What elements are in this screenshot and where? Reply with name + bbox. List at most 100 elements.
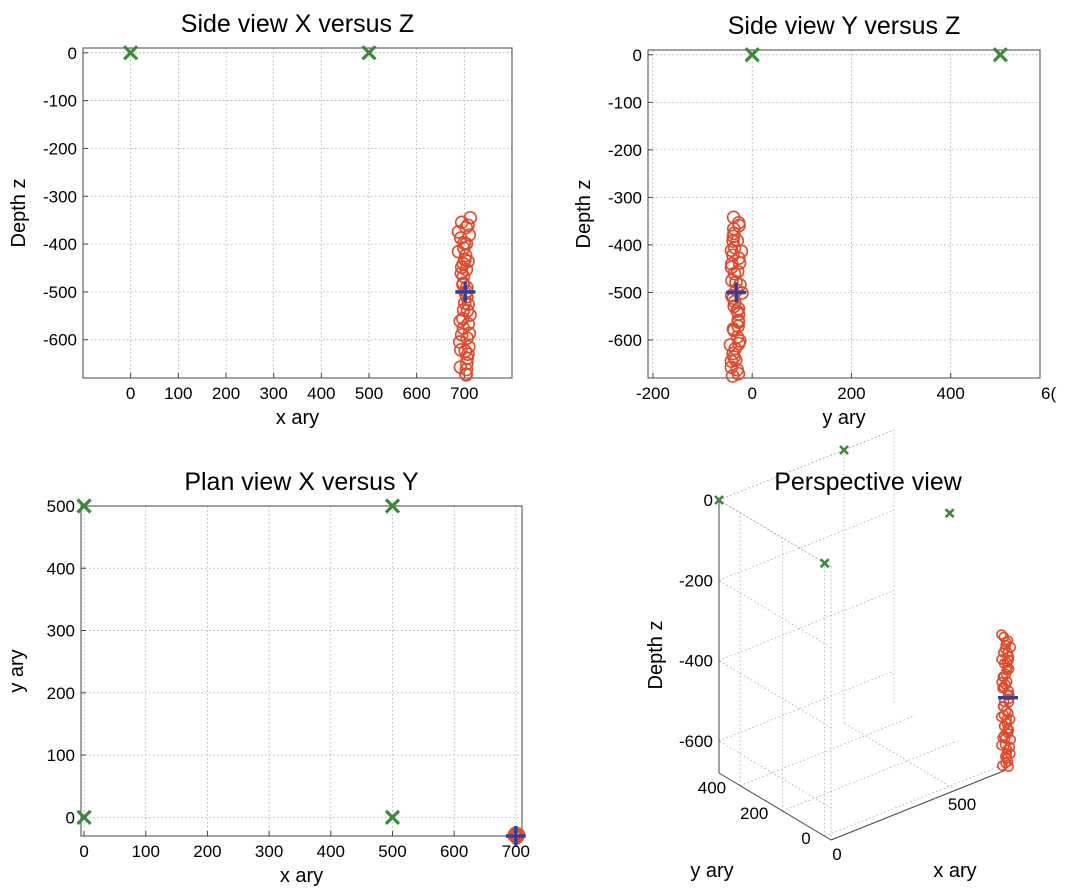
x-tick-label: 0 (747, 384, 756, 403)
y-tick-label: 0 (66, 808, 75, 827)
z-tick-label: -200 (679, 571, 713, 590)
event-marker (1001, 657, 1013, 668)
grid-line (740, 715, 916, 786)
event-marker (998, 720, 1010, 732)
chart-xy: 0 100 200 300 400 500 600 700 0 100 200 300 400 500 Pl… (6, 468, 530, 887)
chart-title: Plan view X versus Y (184, 468, 419, 496)
event-marker (456, 321, 471, 336)
event-marker (461, 218, 475, 233)
event-marker (998, 631, 1010, 643)
event-marker (996, 629, 1007, 640)
event-marker (453, 231, 468, 245)
station-marker (839, 445, 849, 455)
grid-line (718, 579, 832, 648)
y-tick-label: -600 (608, 331, 642, 350)
station-marker (384, 809, 401, 825)
event-marker (452, 335, 467, 349)
x-tick-label: 700 (502, 842, 530, 861)
y-tick-label: -200 (43, 139, 77, 158)
x-tick-label: 600 (440, 842, 468, 861)
x-tick-label: 200 (837, 384, 865, 403)
y-tick-label: -300 (43, 187, 77, 206)
y-tick-label: 0 (633, 46, 642, 65)
axes-frame (80, 505, 523, 837)
event-marker (454, 343, 468, 357)
y-axis-label: y ary (690, 860, 733, 882)
x-tick-label: 6( (1041, 384, 1056, 403)
station-marker (944, 508, 955, 519)
event-marker (727, 240, 742, 255)
z-axis-label: Depth z (645, 621, 667, 690)
y-tick-label: 400 (698, 779, 726, 798)
event-marker (463, 210, 478, 225)
y-tick-label: -300 (608, 188, 642, 207)
y-tick-label: -500 (608, 283, 642, 302)
centroid-marker (455, 281, 476, 302)
x-tick-label: 0 (79, 842, 88, 861)
event-marker (511, 827, 526, 841)
event-marker (451, 224, 466, 239)
y-tick-label: 400 (47, 559, 75, 578)
y-tick-label: -600 (43, 331, 77, 350)
z-tick-label: 0 (704, 491, 713, 510)
station-marker (361, 45, 377, 61)
x-tick-label: 300 (255, 842, 283, 861)
chart-persp: 0 500 0 200 400 0 -200 -400 -600 Perspective view… (645, 429, 1018, 882)
x-tick-label: 700 (450, 384, 478, 403)
x-tick-label: 100 (164, 384, 192, 403)
y-tick-label: 0 (801, 829, 810, 848)
chart-xz: 0 100 200 300 400 500 600 700 0 -100 -200 -300 -400 -… (8, 10, 513, 429)
station-marker (76, 498, 92, 514)
station-marker (744, 47, 760, 63)
y-tick-label: 500 (47, 497, 75, 516)
x-tick-label: 0 (126, 384, 135, 403)
y-tick-label: -400 (43, 235, 77, 254)
event-marker (724, 243, 739, 258)
station-marker (123, 45, 139, 61)
event-marker (1003, 654, 1015, 666)
grid-line (718, 660, 832, 728)
event-marker (730, 330, 745, 344)
y-tick-label: -100 (43, 92, 77, 111)
x-axis-label: y ary (822, 407, 865, 429)
x-axis-label: x ary (276, 407, 319, 429)
axes-edge (718, 429, 895, 501)
chart-title: Side view Y versus Z (728, 12, 961, 40)
y-tick-label: -200 (608, 141, 642, 160)
y-tick-label: -500 (43, 283, 77, 302)
axes-frame (82, 47, 513, 379)
z-tick-label: -400 (679, 652, 713, 671)
event-marker (996, 676, 1007, 688)
x-tick-label: -200 (636, 384, 670, 403)
grid-line (843, 722, 957, 791)
event-marker (461, 347, 475, 362)
y-tick-label: 300 (47, 622, 75, 641)
event-marker (456, 311, 470, 326)
event-marker (1002, 707, 1014, 719)
x-tick-label: 400 (936, 384, 964, 403)
station-marker (384, 498, 401, 514)
chart-yz: -200 0 200 400 6( 0 -100 -200 -300 -400 -500 -600 Si… (573, 12, 1056, 429)
y-tick-label: 200 (740, 804, 768, 823)
x-axis-label: x ary (933, 860, 976, 882)
event-marker (998, 671, 1009, 683)
y-tick-label: 100 (47, 746, 75, 765)
grid-line (718, 670, 895, 742)
y-tick-label: -400 (608, 236, 642, 255)
event-marker (461, 254, 475, 269)
y-tick-label: -100 (608, 93, 642, 112)
x-axis-label: x ary (280, 865, 323, 887)
event-marker (1000, 636, 1012, 648)
y-axis-line (718, 772, 832, 841)
event-marker (453, 360, 468, 374)
station-marker (992, 47, 1008, 63)
x-tick-label: 0 (832, 845, 841, 864)
y-tick-label: 0 (68, 44, 77, 63)
x-tick-label: 500 (355, 384, 383, 403)
x-tick-label: 500 (948, 795, 976, 814)
x-tick-label: 400 (307, 384, 335, 403)
chart-title: Side view X versus Z (181, 10, 414, 38)
station-marker (819, 558, 830, 569)
station-marker (76, 809, 92, 825)
